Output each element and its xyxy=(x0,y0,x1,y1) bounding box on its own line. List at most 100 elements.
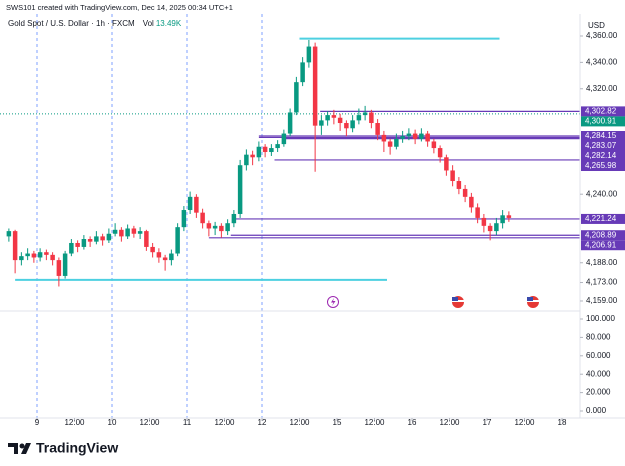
price-label-box xyxy=(581,240,625,251)
candle-body xyxy=(19,256,24,261)
y2-tick-label: 100.000 xyxy=(586,314,615,323)
candle-body xyxy=(144,231,149,247)
candle-body xyxy=(150,246,155,253)
candle-body xyxy=(262,146,268,153)
candle-body xyxy=(387,141,393,147)
candle-body xyxy=(256,146,262,158)
candle-body xyxy=(300,62,305,83)
y2-tick-label: 80.000 xyxy=(586,333,611,342)
y-tick-label: 4,188.00 xyxy=(586,258,618,267)
price-label: 4,265.98 xyxy=(585,161,617,170)
candle-body xyxy=(87,239,93,242)
candle-body xyxy=(250,154,255,158)
candle-body xyxy=(31,253,37,258)
candle-body xyxy=(50,254,55,261)
x-tick-label: 15 xyxy=(333,418,342,427)
candle-body xyxy=(294,82,299,113)
x-tick-label: 9 xyxy=(35,418,40,427)
header: SWS101 created with TradingView.com, Dec… xyxy=(6,3,233,12)
candle-body xyxy=(25,253,30,257)
candle-body xyxy=(400,136,405,139)
candle-body xyxy=(169,253,174,261)
candles xyxy=(6,39,512,287)
candle-body xyxy=(119,229,124,237)
candle-body xyxy=(219,225,224,232)
candle-body xyxy=(369,112,374,124)
y2-tick-label: 40.000 xyxy=(586,369,611,378)
candle-body xyxy=(337,117,343,124)
candle-body xyxy=(494,223,499,232)
price-label-box xyxy=(581,116,625,127)
candle-body xyxy=(112,229,118,234)
candle-body xyxy=(362,112,368,116)
candle-body xyxy=(37,252,43,258)
candle-body xyxy=(381,134,387,142)
candle-body xyxy=(137,231,143,234)
candle-body xyxy=(437,148,443,158)
price-label-box xyxy=(581,106,625,117)
candle-body xyxy=(200,212,205,224)
candle-body xyxy=(412,133,418,139)
candle-body xyxy=(62,253,68,276)
candle-body xyxy=(375,123,380,135)
candle-body xyxy=(444,157,449,171)
candle-body xyxy=(212,225,218,229)
candle-body xyxy=(425,133,430,142)
y-tick-label: 4,360.00 xyxy=(586,31,618,40)
x-tick-label: 12 xyxy=(258,418,267,427)
x-tick-label: 16 xyxy=(408,418,417,427)
symbol: Gold Spot / U.S. Dollar · 1h · FXCM xyxy=(8,19,135,28)
candle-body xyxy=(125,228,130,237)
candle-body xyxy=(344,123,349,129)
candle-body xyxy=(237,165,243,214)
event-icons xyxy=(327,296,539,308)
logo-mark xyxy=(8,443,18,454)
price-label: 4,284.15 xyxy=(585,131,617,140)
candle-body xyxy=(6,231,12,237)
volume-label: Vol xyxy=(143,19,154,28)
price-label-box xyxy=(581,151,625,162)
candle-body xyxy=(81,239,87,247)
price-label-box xyxy=(581,230,625,241)
event-flag-canton xyxy=(452,297,458,301)
y-tick-label: 4,240.00 xyxy=(586,189,618,198)
candle-body xyxy=(394,138,399,147)
candle-body xyxy=(356,115,362,121)
x-tick-label: 12:00 xyxy=(514,418,535,427)
candle-body xyxy=(506,215,512,218)
logo-mark xyxy=(21,443,31,454)
x-tick-label: 10 xyxy=(108,418,117,427)
candle-body xyxy=(131,228,137,234)
candle-body xyxy=(94,236,99,242)
price-label: 4,302.82 xyxy=(585,107,617,116)
candle-body xyxy=(175,227,180,254)
candle-body xyxy=(156,252,162,258)
candle-body xyxy=(187,196,193,211)
candle-body xyxy=(281,133,287,145)
candle-body xyxy=(450,170,455,182)
volume-value: 13.49K xyxy=(156,19,182,28)
price-label-box xyxy=(581,131,625,142)
candle-body xyxy=(456,181,462,189)
x-tick-label: 12:00 xyxy=(139,418,160,427)
price-label: 4,221.24 xyxy=(585,214,617,223)
candle-body xyxy=(206,223,212,229)
candle-body xyxy=(469,196,474,208)
candle-body xyxy=(225,223,230,232)
candle-body xyxy=(269,148,274,153)
y-tick-label: 4,173.00 xyxy=(586,278,618,287)
x-tick-label: 12:00 xyxy=(289,418,310,427)
price-label: 4,282.14 xyxy=(585,151,617,160)
candle-body xyxy=(12,231,18,261)
candle-body xyxy=(350,120,355,129)
candle-body xyxy=(419,133,424,139)
candle-body xyxy=(331,115,337,118)
candle-body xyxy=(275,144,280,149)
x-tick-label: 12:00 xyxy=(439,418,460,427)
x-tick-label: 12:00 xyxy=(364,418,385,427)
candle-body xyxy=(475,207,480,218)
candle-body xyxy=(406,133,412,137)
candle-body xyxy=(462,188,468,197)
